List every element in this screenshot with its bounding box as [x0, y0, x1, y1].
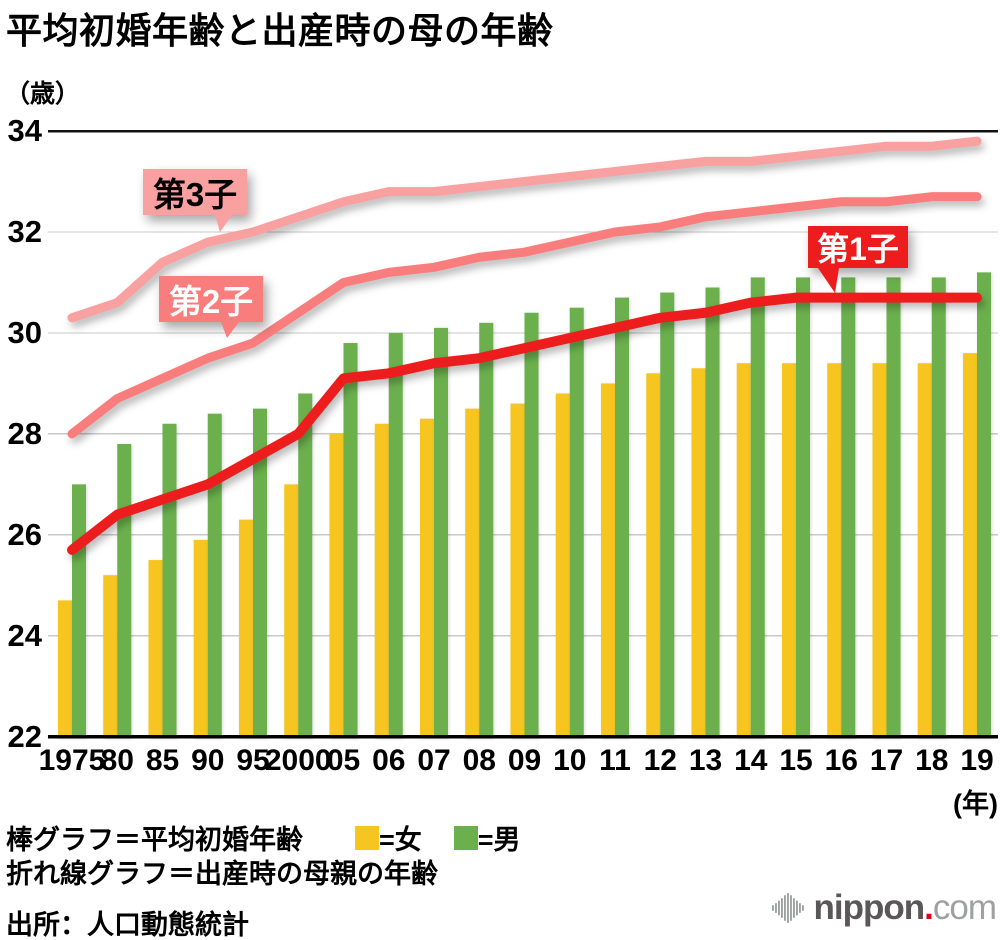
- x-tick-14: 14: [734, 744, 768, 777]
- bar-male-05: [343, 343, 358, 738]
- bar-female-11: [601, 383, 615, 738]
- bar-male-18: [931, 277, 946, 738]
- bar-male-08: [479, 322, 494, 738]
- x-tick-12: 12: [643, 744, 677, 777]
- legend-male-swatch: [453, 825, 478, 850]
- bar-female-06: [374, 423, 389, 738]
- callout-first-child-label: 第1子: [817, 231, 899, 267]
- x-tick-16: 16: [824, 744, 858, 777]
- nippon-logo: nippon.com: [771, 888, 997, 928]
- bar-male-16: [841, 277, 856, 738]
- bar-male-12: [660, 292, 675, 738]
- bar-male-90: [207, 413, 222, 738]
- callout-third-child: 第3子: [143, 169, 247, 232]
- x-tick-05: 05: [326, 744, 361, 777]
- y-tick-32: 32: [7, 214, 42, 249]
- bar-male-17: [886, 277, 901, 738]
- bar-male-80: [117, 443, 132, 738]
- page-title: 平均初婚年齢と出産時の母の年齢: [6, 10, 554, 51]
- x-tick-15: 15: [779, 744, 813, 777]
- y-tick-24: 24: [7, 617, 42, 653]
- x-tick-08: 08: [462, 744, 496, 777]
- callout-tail: [215, 215, 232, 232]
- bar-female-85: [148, 560, 163, 738]
- legend-male-label: =男: [477, 825, 521, 855]
- callout-tail: [221, 322, 239, 338]
- bar-male-2000: [298, 393, 313, 738]
- bar-female-10: [555, 393, 570, 738]
- bar-female-12: [646, 373, 661, 738]
- x-tick-11: 11: [599, 744, 631, 777]
- x-axis-unit-label: (年): [953, 789, 998, 819]
- callout-tail: [818, 268, 839, 293]
- x-tick-19: 19: [960, 744, 994, 777]
- x-tick-10: 10: [553, 744, 587, 777]
- x-tick-85: 85: [145, 744, 180, 777]
- y-tick-26: 26: [7, 516, 42, 552]
- legend-bar-text: 棒グラフ＝平均初婚年齢: [6, 825, 303, 855]
- callout-first-child: 第1子: [808, 226, 908, 293]
- bar-female-1975: [58, 600, 72, 738]
- y-axis-unit-label: （歳）: [5, 80, 81, 108]
- source-note: 出所：人口動態統計: [6, 910, 249, 940]
- bar-male-11: [615, 297, 629, 738]
- x-tick-17: 17: [869, 744, 904, 777]
- bar-male-1975: [72, 484, 86, 738]
- line-first-child: [67, 292, 982, 555]
- y-tick-34: 34: [7, 113, 42, 149]
- y-tick-30: 30: [7, 314, 42, 350]
- legend-female-label: =女: [379, 825, 422, 855]
- bar-male-10: [569, 307, 584, 738]
- bar-male-95: [253, 408, 267, 738]
- bar-female-95: [239, 519, 253, 738]
- bar-female-19: [963, 353, 977, 738]
- callout-second-child: 第2子: [159, 276, 263, 338]
- callout-second-child-label: 第2子: [168, 283, 254, 320]
- x-tick-90: 90: [191, 744, 225, 777]
- bar-male-07: [434, 327, 448, 738]
- x-tick-07: 07: [417, 744, 451, 777]
- logo-wordmark: nippon.com: [813, 888, 997, 927]
- callout-third-child-label: 第3子: [152, 176, 238, 213]
- x-tick-95: 95: [236, 744, 270, 777]
- x-tick-80: 80: [100, 744, 134, 777]
- bar-female-14: [736, 363, 751, 738]
- bar-female-80: [103, 575, 118, 738]
- bar-male-06: [388, 332, 403, 738]
- bar-female-16: [827, 363, 842, 738]
- x-tick-18: 18: [915, 744, 949, 777]
- bar-female-18: [917, 363, 932, 738]
- bar-female-90: [193, 539, 208, 738]
- x-tick-13: 13: [688, 744, 723, 777]
- bar-male-15: [796, 277, 810, 738]
- legend-row-bars: 棒グラフ＝平均初婚年齢 =女 =男: [6, 818, 521, 857]
- x-tick-2000: 2000: [264, 744, 332, 777]
- x-tick-1975: 1975: [38, 744, 106, 777]
- legend-female-swatch: [355, 825, 379, 850]
- bar-female-15: [782, 363, 796, 738]
- x-tick-06: 06: [372, 744, 406, 777]
- bar-female-05: [329, 433, 344, 738]
- bar-female-13: [691, 368, 706, 738]
- bar-female-07: [420, 418, 434, 738]
- bar-male-14: [750, 277, 765, 738]
- line-second-child: [67, 192, 982, 439]
- bar-female-08: [465, 408, 480, 738]
- bar-male-19: [977, 272, 991, 738]
- bar-male-13: [705, 287, 720, 738]
- line-third-child: [67, 136, 982, 323]
- bar-female-09: [510, 403, 525, 738]
- x-tick-09: 09: [507, 744, 542, 777]
- bar-female-2000: [284, 484, 299, 738]
- y-tick-22: 22: [7, 718, 42, 754]
- bar-male-85: [162, 423, 177, 738]
- bar-male-09: [524, 312, 539, 738]
- legend-row-lines: 折れ線グラフ＝出産時の母親の年齢: [6, 859, 438, 889]
- bar-female-17: [872, 363, 887, 738]
- y-tick-28: 28: [7, 415, 42, 451]
- soundwave-icon: [771, 893, 804, 923]
